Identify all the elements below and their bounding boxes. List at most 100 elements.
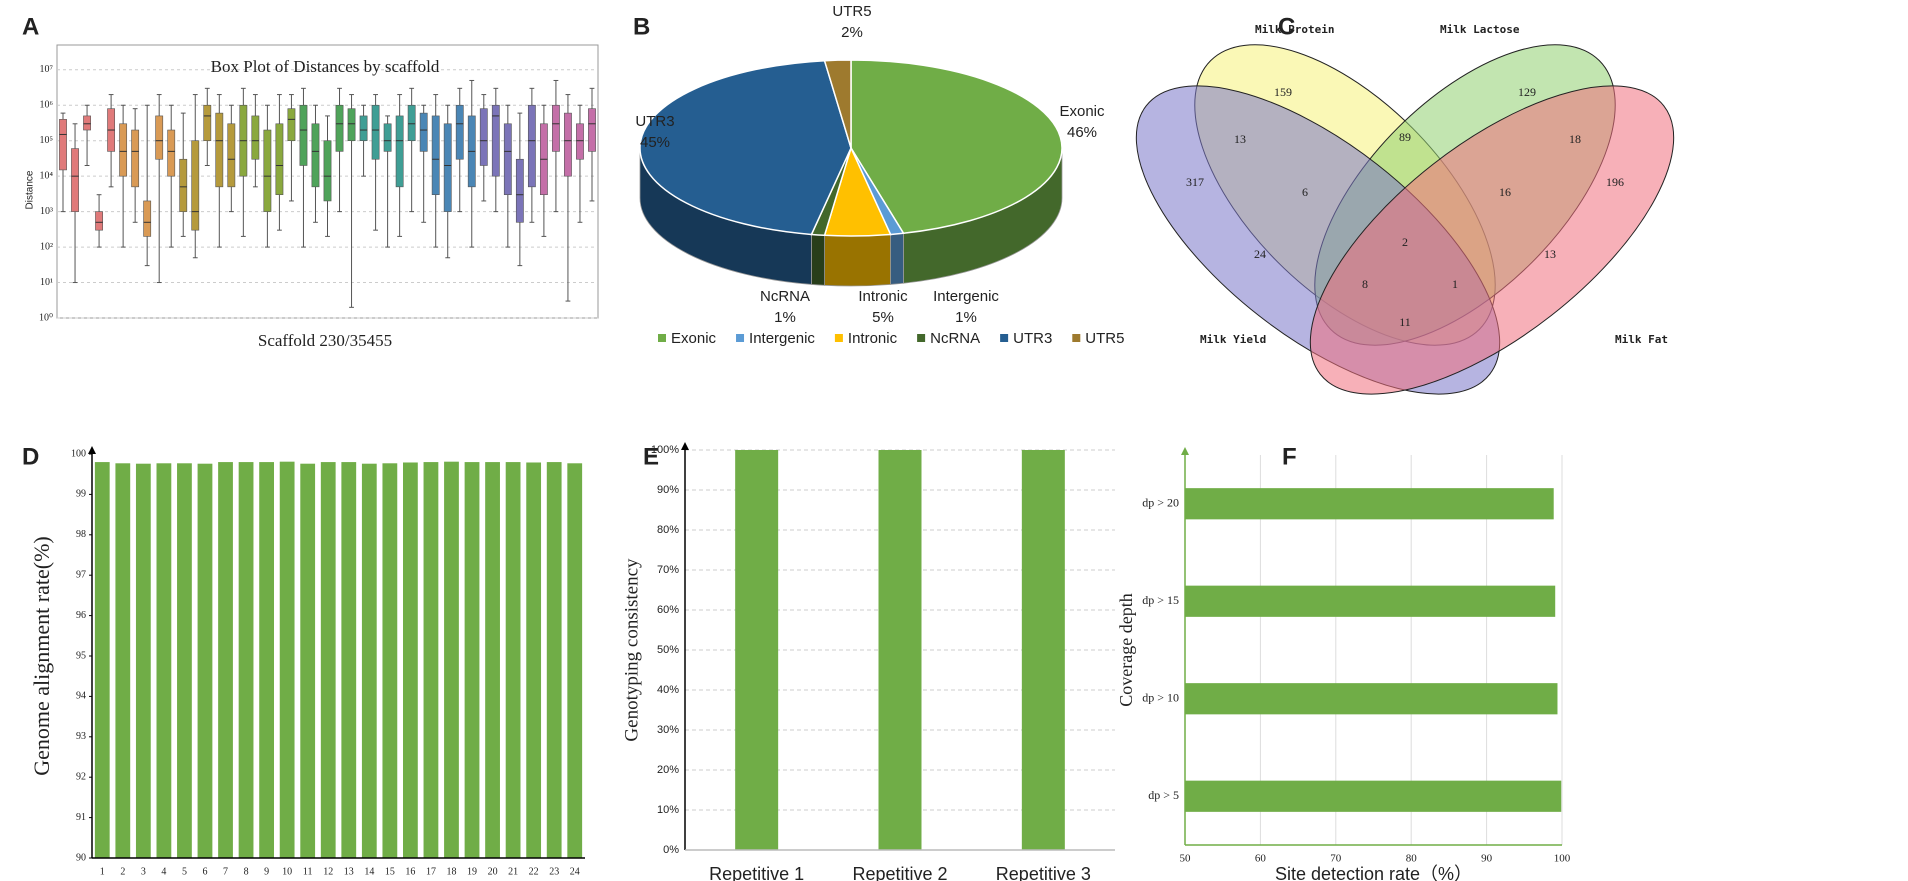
bar <box>320 462 336 858</box>
y-tick-label: dp > 5 <box>1148 788 1179 802</box>
box <box>251 115 260 160</box>
panel-letter: C <box>1278 13 1295 40</box>
y-tick-label: 10² <box>40 241 53 252</box>
slice-label: Intronic <box>858 288 908 305</box>
region-count: 89 <box>1399 130 1411 144</box>
axis-arrow <box>681 442 689 450</box>
y-tick-label: dp > 10 <box>1142 691 1179 705</box>
x-tick-label: 80 <box>1406 853 1418 865</box>
x-tick-label: 2 <box>120 866 125 877</box>
y-tick-label: 70% <box>657 564 679 576</box>
box <box>95 211 103 231</box>
box <box>564 112 572 177</box>
x-tick-label: 11 <box>303 866 313 877</box>
set-label: Milk Lactose <box>1440 23 1520 36</box>
x-tick-label: 13 <box>344 866 354 877</box>
legend-label: UTR5 <box>1085 330 1124 347</box>
slice-label: UTR5 <box>832 3 871 20</box>
box <box>383 123 392 152</box>
bar <box>1185 488 1554 520</box>
panel-letter: A <box>22 13 39 40</box>
bar <box>300 463 316 858</box>
region-count: 196 <box>1606 175 1624 189</box>
slice-label: UTR3 <box>635 113 674 130</box>
y-tick-label: 97 <box>76 569 86 580</box>
y-tick-label: 92 <box>76 771 86 782</box>
region-count: 129 <box>1518 85 1536 99</box>
bar <box>382 463 398 858</box>
bar <box>238 462 254 858</box>
box <box>275 123 284 196</box>
slice-side <box>890 232 904 285</box>
box <box>299 104 308 166</box>
panel-letter: B <box>633 13 650 40</box>
y-axis-label: Distance <box>25 170 36 209</box>
box <box>143 200 152 237</box>
y-tick-label: 94 <box>76 691 86 702</box>
x-tick-label: 22 <box>529 866 539 877</box>
box <box>215 112 224 188</box>
bar <box>878 450 922 850</box>
x-tick-label: 14 <box>364 866 374 877</box>
bar <box>341 462 357 858</box>
region-count: 13 <box>1234 132 1246 146</box>
panel-letter: E <box>643 443 659 470</box>
y-tick-label: 60% <box>657 604 679 616</box>
box <box>347 108 356 142</box>
y-tick-label: 91 <box>76 812 86 823</box>
set-label: Milk Yield <box>1200 333 1266 346</box>
bar <box>546 462 562 858</box>
y-tick-label: 96 <box>76 610 86 621</box>
box <box>395 115 404 188</box>
box <box>443 123 452 212</box>
slice-side <box>811 234 825 286</box>
x-tick-label: 15 <box>385 866 395 877</box>
x-tick-label: Repetitive 1 <box>709 864 804 881</box>
x-tick-label: 7 <box>223 866 228 877</box>
y-tick-label: 95 <box>76 650 86 661</box>
y-tick-label: 0% <box>663 844 679 856</box>
box <box>155 115 164 160</box>
box <box>491 104 500 177</box>
x-tick-label: 3 <box>141 866 146 877</box>
y-tick-label: 10⁷ <box>40 64 54 75</box>
slice-label: NcRNA <box>760 288 810 305</box>
box <box>371 104 380 160</box>
box <box>588 108 596 152</box>
set-label: Milk Fat <box>1615 333 1668 346</box>
y-tick-label: 80% <box>657 524 679 536</box>
region-count: 11 <box>1399 315 1411 329</box>
box <box>323 140 332 202</box>
y-tick-label: 100% <box>651 444 679 456</box>
bar <box>1185 780 1562 812</box>
axis-arrow <box>1181 447 1189 455</box>
legend-label: Intronic <box>848 330 898 347</box>
slice-value-label: 46% <box>1067 124 1097 141</box>
slice-value-label: 1% <box>774 309 796 326</box>
y-tick-label: 93 <box>76 731 86 742</box>
box <box>131 129 140 188</box>
region-count: 16 <box>1499 185 1511 199</box>
box <box>576 123 584 160</box>
box <box>59 119 67 171</box>
y-tick-label: dp > 20 <box>1142 496 1179 510</box>
box <box>552 104 560 152</box>
bar <box>423 462 439 858</box>
x-tick-label: 10 <box>282 866 292 877</box>
x-tick-label: 21 <box>508 866 518 877</box>
box <box>503 123 512 196</box>
x-tick-label: 100 <box>1554 853 1571 865</box>
x-tick-label: 50 <box>1180 853 1192 865</box>
legend-label: NcRNA <box>930 330 980 347</box>
y-tick-label: 50% <box>657 644 679 656</box>
slice-label: Exonic <box>1059 103 1105 120</box>
x-tick-label: 1 <box>100 866 105 877</box>
bar <box>567 463 583 858</box>
set-label: Milk Protein <box>1255 23 1334 36</box>
y-tick-label: 10¹ <box>40 277 53 288</box>
bar <box>1185 585 1556 617</box>
x-tick-label: 12 <box>323 866 333 877</box>
bar <box>1185 683 1558 715</box>
legend-swatch <box>1072 334 1081 342</box>
